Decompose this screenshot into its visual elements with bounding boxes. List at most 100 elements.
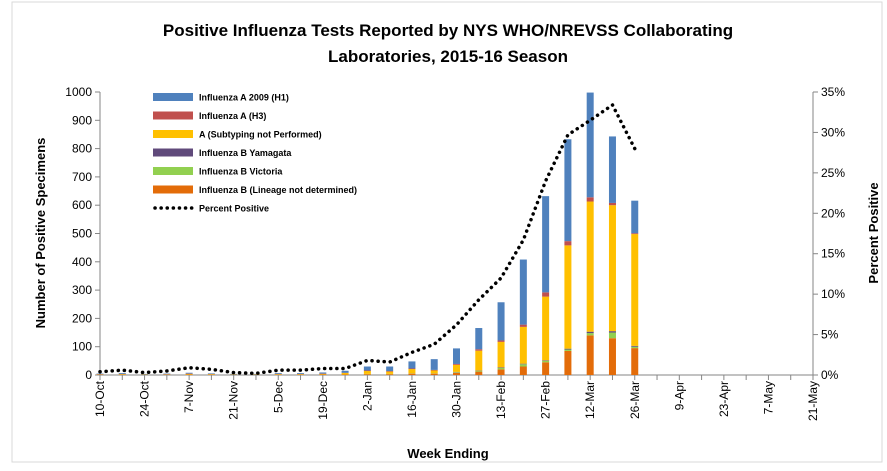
legend-swatch xyxy=(153,167,193,175)
bar-segment xyxy=(498,367,505,368)
bar-segment xyxy=(475,351,482,371)
y-tick-label: 1000 xyxy=(65,85,92,99)
bar-segment xyxy=(587,332,594,333)
bar-segment xyxy=(364,367,371,371)
y2-tick-label: 35% xyxy=(821,85,845,99)
bar-segment xyxy=(319,374,326,375)
bar-segment xyxy=(319,372,326,373)
bar-segment xyxy=(631,347,638,348)
bar-segment xyxy=(520,364,527,366)
bar-segment xyxy=(542,361,549,362)
bar-segment xyxy=(319,374,326,375)
bar-segment xyxy=(564,139,571,241)
bar-segment xyxy=(498,369,505,375)
x-tick-label: 12-Mar xyxy=(583,381,597,419)
bar-segment xyxy=(364,370,371,371)
x-tick-label: 27-Feb xyxy=(539,381,553,419)
y-tick-label: 300 xyxy=(72,283,92,297)
bar-segment xyxy=(453,348,460,364)
y-tick-label: 200 xyxy=(72,311,92,325)
bar-segment xyxy=(587,202,594,332)
y2-tick-label: 15% xyxy=(821,247,845,261)
x-tick-label: 2-Jan xyxy=(360,381,374,411)
bar-segment xyxy=(342,371,349,373)
bar-segment xyxy=(186,374,193,375)
y2-tick-label: 25% xyxy=(821,166,845,180)
y-tick-label: 0 xyxy=(85,368,92,382)
legend-label: Influenza A 2009 (H1) xyxy=(199,93,289,103)
bar-segment xyxy=(587,335,594,375)
y2-tick-label: 20% xyxy=(821,206,845,220)
bar-segment xyxy=(431,374,438,375)
y2-tick-label: 30% xyxy=(821,125,845,139)
bar-segment xyxy=(364,374,371,375)
bar-segment xyxy=(97,374,104,375)
bar-segment xyxy=(609,203,616,205)
x-tick-label: 10-Oct xyxy=(93,380,107,417)
bar-segment xyxy=(386,371,393,372)
legend-label: Influenza B (Lineage not determined) xyxy=(199,185,357,195)
bar-segment xyxy=(186,373,193,374)
x-tick-label: 5-Dec xyxy=(271,381,285,413)
y-tick-label: 100 xyxy=(72,340,92,354)
bar-segment xyxy=(453,364,460,365)
y-tick-label: 700 xyxy=(72,170,92,184)
legend-swatch xyxy=(153,186,193,194)
y2-tick-label: 0% xyxy=(821,368,839,382)
bar-segment xyxy=(431,359,438,370)
bar-segment xyxy=(475,328,482,349)
bar-segment xyxy=(475,349,482,350)
y2-tick-label: 5% xyxy=(821,328,839,342)
legend-swatch xyxy=(153,112,193,120)
y-axis-title: Number of Positive Specimens xyxy=(33,138,48,329)
bar-segment xyxy=(208,373,215,374)
legend-swatch xyxy=(153,130,193,138)
bar-segment xyxy=(386,367,393,372)
bar-segment xyxy=(564,245,571,348)
bar-segment xyxy=(453,372,460,373)
bar-segment xyxy=(609,331,616,332)
y-tick-label: 600 xyxy=(72,198,92,212)
legend-swatch xyxy=(153,93,193,101)
x-tick-label: 30-Jan xyxy=(450,381,464,418)
y-tick-label: 500 xyxy=(72,227,92,241)
bar-segment xyxy=(542,362,549,375)
bar-segment xyxy=(587,197,594,201)
bar-segment xyxy=(609,205,616,331)
bar-segment xyxy=(275,373,282,374)
bar-segment xyxy=(520,367,527,375)
bar-segment xyxy=(431,370,438,373)
bar-segment xyxy=(631,201,638,234)
bar-segment xyxy=(364,371,371,374)
bar-segment xyxy=(609,333,616,339)
y-tick-label: 800 xyxy=(72,142,92,156)
legend-label: Influenza B Victoria xyxy=(199,167,283,177)
x-tick-label: 7-May xyxy=(761,381,775,414)
bar-segment xyxy=(631,346,638,347)
bar-segment xyxy=(520,364,527,365)
bar-segment xyxy=(208,374,215,375)
bar-segment xyxy=(186,374,193,375)
bar-segment xyxy=(498,302,505,340)
y2-axis-title: Percent Positive xyxy=(866,182,881,283)
bar-segment xyxy=(386,374,393,375)
bar-segment xyxy=(542,297,549,361)
bar-segment xyxy=(119,374,126,375)
bar-segment xyxy=(587,93,594,198)
bar-segment xyxy=(609,136,616,203)
x-tick-label: 16-Jan xyxy=(405,381,419,418)
legend-label: A (Subtyping not Performed) xyxy=(199,130,322,140)
y-tick-label: 400 xyxy=(72,255,92,269)
bar-segment xyxy=(498,342,505,367)
bar-segment xyxy=(297,374,304,375)
bar-segment xyxy=(564,350,571,351)
bar-segment xyxy=(275,374,282,375)
chart-title: Laboratories, 2015-16 Season xyxy=(328,47,568,66)
legend-swatch xyxy=(153,149,193,157)
bar-segment xyxy=(408,361,415,368)
bar-segment xyxy=(609,338,616,375)
bar-segment xyxy=(431,370,438,371)
bar-segment xyxy=(520,325,527,327)
